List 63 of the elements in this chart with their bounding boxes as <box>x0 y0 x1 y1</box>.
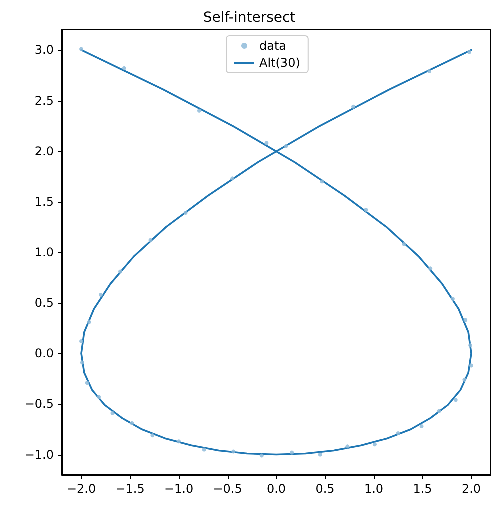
y-tick-label: 2.5 <box>34 94 54 108</box>
y-tick-label: 1.0 <box>34 246 54 260</box>
point <box>97 395 102 400</box>
point <box>470 364 474 368</box>
point <box>420 424 424 428</box>
y-tick-label: 2.0 <box>34 144 54 158</box>
point <box>468 344 473 348</box>
point <box>464 318 468 322</box>
x-tick-label: −0.5 <box>213 482 242 496</box>
point <box>130 421 134 426</box>
point <box>346 444 350 449</box>
point <box>428 69 432 74</box>
point <box>85 380 90 385</box>
point <box>99 292 103 297</box>
point <box>290 450 294 455</box>
x-tick-label: 1.5 <box>413 482 432 496</box>
x-tick-label: −1.0 <box>164 482 194 496</box>
x-tick-label: 0.5 <box>316 482 335 496</box>
y-tick-label: −0.5 <box>24 397 54 412</box>
point <box>80 47 84 52</box>
x-tick-label: −2.0 <box>66 482 96 496</box>
point <box>468 50 472 54</box>
point <box>318 452 322 457</box>
point <box>372 442 377 447</box>
point <box>122 66 126 70</box>
y-tick-label: 0.0 <box>34 346 54 361</box>
point <box>80 340 84 344</box>
point <box>150 434 155 438</box>
point <box>450 297 455 302</box>
y-tick-label: 1.5 <box>34 194 54 209</box>
point <box>364 208 368 212</box>
point <box>110 411 115 416</box>
y-tick-label: 3.0 <box>34 43 54 58</box>
legend-label: data <box>260 39 287 53</box>
point <box>437 409 442 414</box>
x-tick-label: 1.0 <box>364 482 384 496</box>
point <box>87 320 92 324</box>
legend-label: Alt(30) <box>260 56 300 70</box>
point <box>264 141 269 146</box>
point <box>232 450 236 454</box>
point <box>260 454 264 458</box>
x-tick-label: 0.0 <box>266 482 286 496</box>
point <box>402 242 406 246</box>
point <box>284 144 288 148</box>
point <box>148 238 153 242</box>
x-tick-label: 2.0 <box>462 482 482 496</box>
point <box>184 211 188 216</box>
point <box>462 378 467 382</box>
x-tick-label: −1.5 <box>116 482 145 496</box>
point <box>352 104 356 109</box>
point <box>118 270 122 274</box>
point <box>428 266 433 271</box>
chart-title: Self-intersect <box>203 10 296 26</box>
point <box>396 432 400 436</box>
point <box>202 448 206 452</box>
y-tick-label: −1.0 <box>24 448 54 462</box>
point <box>197 108 202 113</box>
point <box>177 440 181 444</box>
point <box>320 180 324 184</box>
point <box>454 398 458 402</box>
y-tick-label: 0.5 <box>34 296 54 310</box>
point <box>80 360 84 365</box>
point <box>230 176 235 181</box>
